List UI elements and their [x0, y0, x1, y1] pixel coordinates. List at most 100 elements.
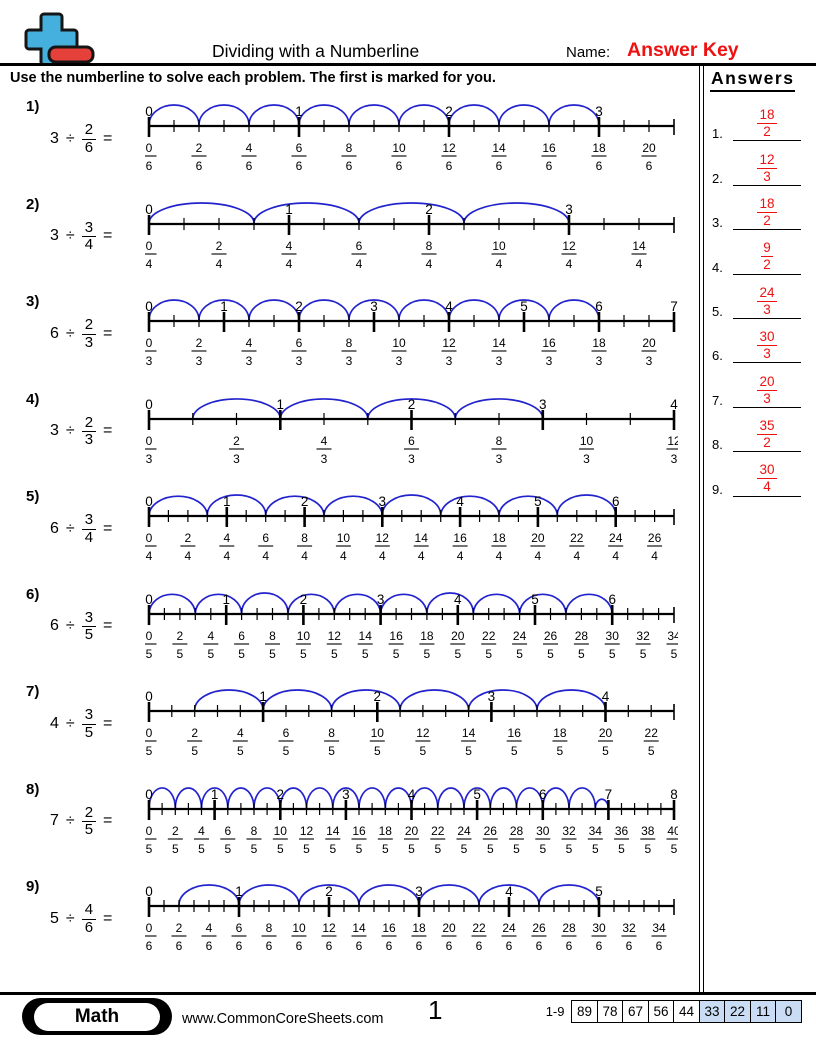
answer-fraction-denominator: 3	[763, 390, 771, 406]
ticks	[147, 799, 676, 820]
numberline-svg: 0 1 2 3 4 5 6052545658510512514516518520522524…	[145, 591, 678, 661]
svg-text:22: 22	[645, 726, 659, 740]
svg-text:6: 6	[283, 726, 290, 740]
answer-fraction-denominator: 3	[763, 168, 771, 184]
svg-text:5: 5	[595, 884, 603, 899]
problem-expression: 4) 3 ÷ 2 3 =	[0, 389, 145, 487]
dividend: 3	[50, 227, 59, 245]
svg-text:5: 5	[557, 744, 564, 758]
svg-text:5: 5	[238, 647, 245, 661]
svg-text:4: 4	[426, 257, 433, 271]
svg-text:14: 14	[492, 336, 506, 350]
division-sign: ÷	[65, 227, 75, 245]
divisor-denominator: 3	[84, 431, 94, 449]
svg-text:5: 5	[198, 842, 205, 856]
svg-text:34: 34	[589, 824, 603, 838]
svg-text:5: 5	[671, 647, 678, 661]
svg-text:4: 4	[223, 549, 230, 563]
svg-text:5: 5	[618, 842, 625, 856]
answer-fraction-numerator: 18	[757, 196, 777, 214]
svg-text:16: 16	[542, 141, 556, 155]
svg-text:5: 5	[461, 842, 468, 856]
svg-text:1: 1	[295, 104, 303, 119]
svg-text:2: 2	[301, 494, 309, 509]
division-arcs	[191, 397, 544, 418]
svg-text:6: 6	[236, 939, 243, 953]
answer-item: 8. 35 2	[707, 408, 815, 453]
svg-text:0: 0	[145, 884, 153, 899]
svg-text:10: 10	[297, 629, 311, 643]
problem-number: 4)	[26, 390, 40, 408]
svg-text:3: 3	[233, 452, 240, 466]
svg-text:5: 5	[283, 744, 290, 758]
svg-text:2: 2	[300, 592, 308, 607]
svg-text:3: 3	[342, 787, 350, 802]
score-cell: 33	[698, 1000, 726, 1023]
svg-text:4: 4	[535, 549, 542, 563]
website-text: www.CommonCoreSheets.com	[182, 1011, 384, 1027]
svg-text:0: 0	[146, 629, 153, 643]
svg-text:4: 4	[496, 549, 503, 563]
svg-text:8: 8	[269, 629, 276, 643]
name-label: Name:	[566, 44, 611, 61]
svg-text:26: 26	[532, 921, 546, 935]
svg-text:5: 5	[408, 842, 415, 856]
ticks	[147, 604, 675, 625]
svg-text:4: 4	[356, 257, 363, 271]
equals-sign: =	[103, 519, 113, 537]
svg-text:4: 4	[456, 494, 464, 509]
numberline-wrap: 0 1 2 3 4 0 5 2 5 4 5 6 5 8 5 10 5 12 5 14 5 16 5 18 5 20 5 22 5	[145, 681, 700, 779]
svg-text:6: 6	[396, 159, 403, 173]
divisor-numerator: 2	[81, 804, 97, 823]
svg-text:5: 5	[172, 842, 179, 856]
svg-text:3: 3	[246, 354, 253, 368]
numberline-wrap: 0 1 2 3 4 5 6 0 5 2 5 4 5 6 5 8 5 10 5 12 5 14 5 16 5 18 5 20 5 22 5 24…	[145, 584, 700, 682]
ticks	[147, 897, 675, 917]
svg-text:30: 30	[606, 629, 620, 643]
svg-text:4: 4	[246, 336, 253, 350]
answer-number: 6.	[712, 348, 723, 364]
svg-text:14: 14	[492, 141, 506, 155]
divisor-numerator: 3	[81, 219, 97, 238]
svg-text:5: 5	[578, 647, 585, 661]
problem-number: 5)	[26, 488, 40, 505]
problem-expression: 7) 4 ÷ 3 5 =	[0, 681, 145, 779]
svg-text:5: 5	[520, 299, 528, 314]
svg-text:6: 6	[296, 336, 303, 350]
svg-text:3: 3	[377, 592, 385, 607]
svg-text:5: 5	[277, 842, 284, 856]
svg-text:16: 16	[542, 336, 556, 350]
division-arcs	[148, 104, 600, 126]
divisor-numerator: 4	[81, 902, 97, 920]
svg-text:6: 6	[646, 159, 653, 173]
division-arcs	[148, 591, 614, 613]
svg-text:6: 6	[566, 939, 573, 953]
answer-blank: 30 4	[733, 462, 801, 497]
ticks	[147, 214, 675, 235]
svg-text:6: 6	[206, 939, 213, 953]
svg-text:6: 6	[176, 939, 183, 953]
svg-text:20: 20	[642, 336, 656, 350]
ticks	[147, 117, 675, 137]
svg-text:8: 8	[426, 239, 433, 253]
svg-text:4: 4	[198, 824, 205, 838]
svg-text:18: 18	[492, 531, 506, 545]
numberline-wrap: 0 1 2 3 4 0 3 2 3 4 3 6 3 8 3 10 3 12 3	[145, 389, 700, 487]
divisor-denominator: 4	[84, 236, 94, 254]
svg-text:8: 8	[670, 787, 678, 802]
svg-text:5: 5	[592, 842, 599, 856]
svg-text:34: 34	[652, 921, 666, 935]
svg-text:3: 3	[446, 354, 453, 368]
division-sign: ÷	[65, 812, 75, 830]
svg-text:1: 1	[211, 787, 219, 802]
svg-text:20: 20	[442, 921, 456, 935]
problem-expression: 3) 6 ÷ 2 3 =	[0, 291, 145, 389]
svg-text:10: 10	[337, 531, 351, 545]
svg-text:0: 0	[146, 531, 153, 545]
division-arcs	[148, 299, 600, 321]
integer-labels: 0 1 2 3 4	[145, 689, 610, 704]
svg-text:6: 6	[196, 159, 203, 173]
answer-number: 8.	[712, 437, 723, 453]
